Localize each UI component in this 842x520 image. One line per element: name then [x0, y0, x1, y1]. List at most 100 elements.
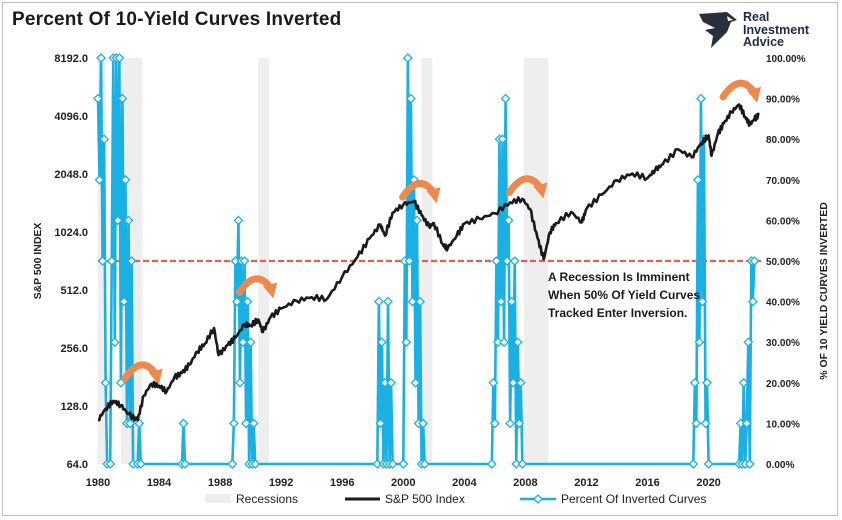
inverted-point-56	[398, 459, 409, 469]
sp500-line	[97, 103, 760, 422]
inverted-point-44	[250, 459, 261, 469]
inverted-point-62	[407, 296, 418, 307]
inverted-point-100	[700, 418, 711, 429]
x-tick-label: 1984	[147, 477, 172, 489]
inverted-point-55	[387, 459, 398, 469]
inverted-point-38	[241, 418, 251, 429]
y-right-tick-label: 70.00%	[766, 176, 800, 187]
orange-arrowhead-1	[263, 282, 278, 299]
inverted-point-17	[120, 174, 131, 185]
brand-logo: Real Investment Advice	[697, 10, 827, 52]
x-tick-label: 2004	[452, 477, 477, 489]
inverted-point-27	[178, 418, 189, 429]
inverted-point-39	[242, 296, 253, 307]
y-right-tick-label: 10.00%	[766, 419, 800, 430]
x-tick-label: 2008	[513, 477, 537, 489]
inverted-point-1	[94, 174, 105, 185]
inverted-point-36	[238, 337, 248, 348]
y-right-tick-label: 0.00%	[766, 460, 794, 471]
orange-arrow-1	[235, 275, 273, 297]
inverted-point-90	[515, 377, 526, 388]
x-tick-label: 1980	[86, 477, 110, 489]
inverted-point-110	[744, 459, 755, 469]
inverted-point-46	[373, 296, 384, 307]
inverted-point-7	[105, 459, 116, 469]
inverted-point-89	[514, 418, 525, 429]
eagle-icon	[699, 12, 737, 48]
x-tick-label: 1988	[208, 477, 232, 489]
y-left-tick-label: 4096.0	[54, 111, 88, 123]
inverted-point-47	[375, 418, 386, 429]
inverted-point-91	[517, 459, 528, 469]
inverted-point-70	[419, 459, 430, 469]
inverted-point-3	[97, 256, 108, 266]
orange-arrow-3	[505, 175, 543, 197]
inverted-point-15	[117, 93, 128, 104]
inverted-point-21	[126, 256, 137, 266]
y-right-tick-label: 40.00%	[766, 298, 800, 309]
y-left-tick-label: 64.0	[67, 459, 88, 471]
legend-label-recessions: Recessions	[236, 492, 298, 506]
inverted-point-54	[386, 377, 396, 388]
inverted-point-79	[499, 337, 509, 348]
inverted-point-97	[696, 93, 706, 104]
inverted-point-58	[401, 337, 412, 348]
inverted-point-19	[123, 215, 134, 226]
inverted-point-37	[239, 256, 250, 266]
inverted-point-67	[415, 296, 425, 307]
inverted-point-8	[106, 256, 117, 266]
inverted-point-16	[119, 296, 129, 307]
orange-arrowhead-3	[533, 182, 548, 199]
inverted-point-10	[109, 337, 120, 348]
inverted-point-41	[245, 337, 256, 348]
inverted-point-0	[93, 93, 103, 104]
inverted-point-29	[227, 459, 238, 469]
inverted-point-69	[418, 418, 429, 429]
y-right-tick-label: 100.00%	[766, 54, 806, 65]
logo-line-3: Advice	[743, 35, 784, 49]
inverted-point-73	[489, 418, 500, 429]
inverted-point-60	[404, 256, 415, 266]
sp500-series-group	[97, 103, 760, 422]
inverted-point-94	[691, 418, 702, 429]
inverted-point-2	[96, 53, 106, 63]
legend-label-inverted: Percent Of Inverted Curves	[561, 492, 706, 506]
inverted-point-71	[486, 459, 497, 469]
annotation-line-1: When 50% Of Yield Curves	[548, 288, 700, 302]
inverted-point-78	[497, 134, 508, 145]
logo-line-2: Investment	[743, 22, 809, 37]
inverted-point-98	[697, 296, 708, 307]
y-left-tick-label: 256.0	[60, 343, 88, 355]
y-right-axis-label: % OF 10 YIELD CURVES INVERTED	[818, 202, 830, 380]
inverted-point-33	[233, 215, 244, 226]
x-tick-label: 2016	[635, 477, 659, 489]
annotation-line-2: Tracked Enter Inversion.	[548, 306, 687, 320]
inverted-point-4	[99, 134, 110, 145]
orange-arrow-4	[719, 79, 757, 101]
legend-swatch-recessions	[205, 494, 231, 503]
inverted-point-93	[689, 377, 700, 388]
inverted-point-13	[114, 53, 125, 63]
inverted-point-74	[491, 256, 502, 266]
orange-arrow-0	[121, 361, 159, 383]
annotation-line-0: A Recession Is Imminent	[548, 270, 690, 284]
orange-arrowhead-2	[426, 187, 441, 204]
y-right-tick-label: 90.00%	[766, 95, 800, 106]
inverted-point-88	[512, 337, 523, 348]
x-tick-label: 2012	[574, 477, 598, 489]
annotation-group: A Recession Is Imminent When 50% Of Yield…	[548, 270, 700, 320]
inverted-point-32	[231, 296, 242, 307]
inverted-point-12	[112, 215, 123, 226]
x-tick-label: 1996	[330, 477, 354, 489]
legend-group: Recessions S&P 500 Index Percent Of Invert…	[205, 492, 706, 506]
inverted-point-43	[248, 418, 259, 429]
inverted-point-20	[125, 418, 135, 429]
orange-arrow-2	[399, 180, 437, 201]
inverted-point-25	[135, 459, 146, 469]
inverted-point-64	[410, 377, 421, 388]
y-left-axis-label: S&P 500 INDEX	[32, 223, 44, 300]
inverted-point-96	[694, 337, 705, 348]
inverted-point-72	[488, 377, 499, 388]
orange-arrowhead-4	[747, 86, 762, 103]
inverted-point-95	[692, 174, 703, 185]
